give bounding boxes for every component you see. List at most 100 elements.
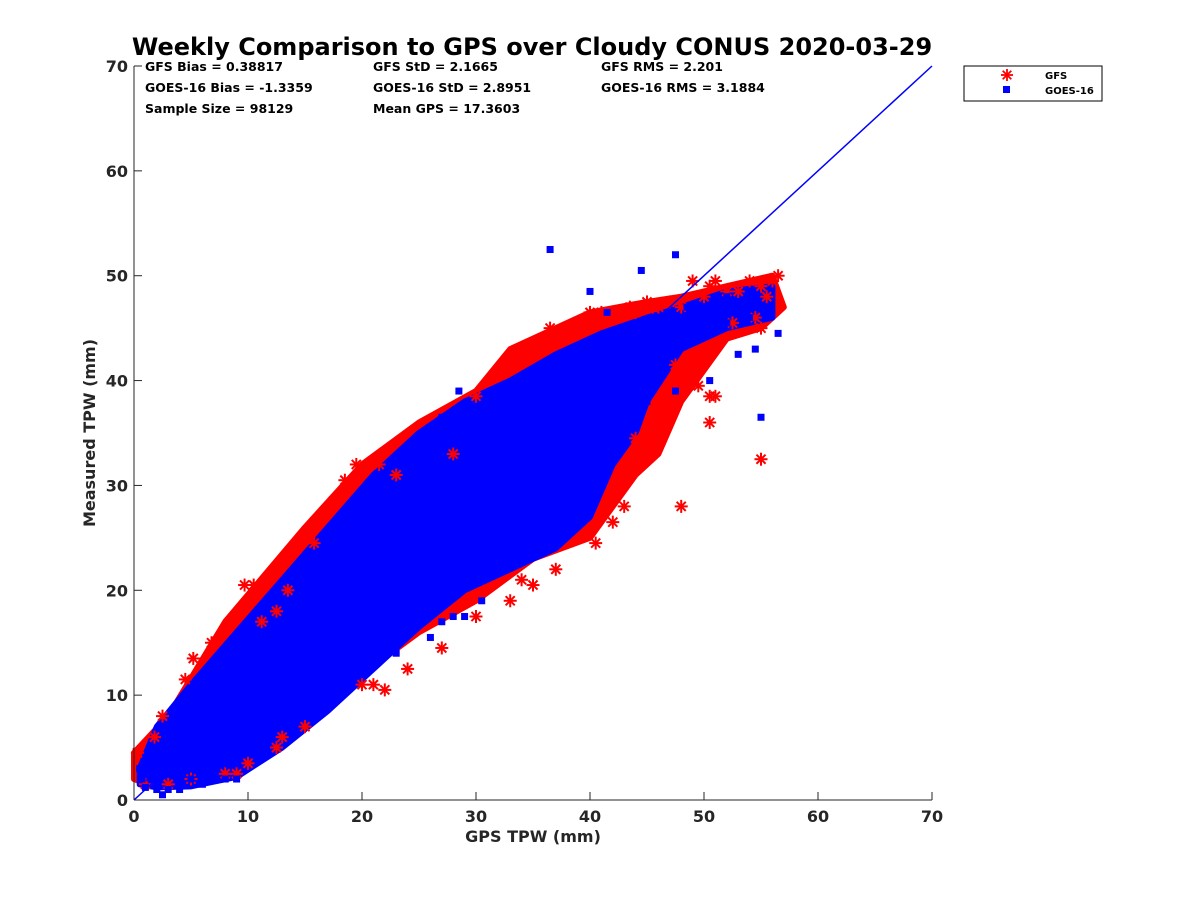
- stat-gfs-std: GFS StD = 2.1665: [373, 59, 498, 74]
- gfs-point: [731, 284, 745, 298]
- goes-16-point: [449, 613, 457, 620]
- goes-16-point: [176, 786, 184, 794]
- gfs-point: [526, 578, 540, 592]
- goes-16-point: [609, 439, 617, 447]
- gfs-point: [401, 662, 415, 676]
- gfs-point: [349, 457, 363, 471]
- gfs-point: [743, 274, 757, 288]
- goes-16-point: [147, 775, 155, 783]
- gfs-point: [606, 515, 620, 529]
- goes-16-point: [700, 314, 708, 322]
- gfs-point: [275, 730, 289, 744]
- goes-16-point: [267, 733, 275, 741]
- goes-16-point: [654, 329, 662, 337]
- x-tick-label: 0: [128, 807, 139, 826]
- goes-16-point: [312, 702, 320, 710]
- goes-16-point: [563, 492, 571, 500]
- goes-16-point: [255, 754, 263, 762]
- gfs-point: [338, 473, 352, 487]
- gfs-point: [754, 321, 768, 335]
- goes-16-point: [643, 398, 651, 406]
- goes-16-point: [153, 786, 161, 794]
- goes-16-point: [221, 775, 229, 783]
- stat-goes-std: GOES-16 StD = 2.8951: [373, 80, 531, 95]
- gfs-point: [583, 305, 597, 319]
- goes-16-point: [632, 408, 640, 416]
- gfs-point: [674, 499, 688, 513]
- goes-16-point: [506, 534, 514, 542]
- goes-16-point: [301, 649, 309, 657]
- goes-16-point: [404, 602, 412, 610]
- goes-16-point: [483, 429, 491, 437]
- x-tick-label: 70: [921, 807, 943, 826]
- y-tick-label: 40: [106, 372, 128, 391]
- data-cloud-layer: [131, 272, 787, 791]
- axes: 0 10 20 30 40 50 60 70 0 10 20 30 40 50 60 70: [106, 57, 943, 826]
- gfs-point: [697, 290, 711, 304]
- goes-16-point: [278, 670, 286, 678]
- x-tick-label: 50: [693, 807, 715, 826]
- gfs-point: [771, 269, 785, 283]
- goes-16-point: [415, 586, 423, 594]
- gfs-point: [366, 678, 380, 692]
- goes-16-point: [347, 660, 355, 668]
- gfs-point: [241, 756, 255, 770]
- y-tick-label: 60: [106, 162, 128, 181]
- gfs-point: [515, 573, 529, 587]
- gfs-point: [708, 274, 722, 288]
- gfs-point: [669, 358, 682, 372]
- x-tick-label: 40: [579, 807, 601, 826]
- gfs-point: [560, 321, 574, 335]
- gfs-point: [703, 416, 717, 430]
- y-ticks: 0 10 20 30 40 50 60 70: [106, 57, 142, 810]
- goes-16-point: [438, 413, 446, 421]
- gfs-point: [708, 389, 722, 403]
- goes-16-point: [141, 783, 149, 791]
- gfs-point: [691, 379, 705, 393]
- goes-16-point: [751, 345, 759, 353]
- goes-16-point: [546, 246, 554, 253]
- goes-16-point: [683, 303, 691, 311]
- gfs-point: [255, 615, 269, 629]
- y-tick-label: 20: [106, 581, 128, 600]
- goes-16-point: [307, 712, 315, 720]
- legend-gfs-label: GFS: [1045, 71, 1067, 82]
- legend-box: [963, 65, 1103, 102]
- goes-16-point: [324, 691, 332, 699]
- x-axis-label: GPS TPW (mm): [465, 827, 601, 846]
- gfs-point: [629, 431, 643, 445]
- gfs-point: [503, 594, 517, 608]
- goes-16-point: [381, 618, 389, 626]
- gfs-point: [178, 672, 192, 686]
- gfs-point: [549, 562, 563, 576]
- gfs-point: [298, 720, 312, 734]
- goes-16-point: [535, 481, 543, 489]
- x-tick-label: 30: [465, 807, 487, 826]
- y-axis-label: Measured TPW (mm): [80, 339, 99, 527]
- gfs-point: [148, 730, 162, 744]
- goes-16-point: [295, 702, 303, 710]
- gfs-point: [435, 641, 449, 655]
- chart-title: Weekly Comparison to GPS over Cloudy CON…: [132, 33, 932, 61]
- plot-area: [130, 65, 933, 801]
- goes-16-point: [187, 775, 195, 783]
- stat-goes-bias: GOES-16 Bias = -1.3359: [145, 80, 313, 95]
- stat-gfs-rms: GFS RMS = 2.201: [601, 59, 723, 74]
- gfs-point: [629, 305, 643, 319]
- gfs-point: [446, 447, 460, 461]
- y-tick-label: 0: [117, 791, 128, 810]
- x-tick-label: 20: [351, 807, 373, 826]
- legend-goes-marker: [1003, 86, 1010, 93]
- gfs-point: [378, 683, 392, 697]
- goes-16-point: [210, 765, 218, 773]
- goes-16-point: [586, 287, 594, 295]
- x-tick-label: 60: [807, 807, 829, 826]
- gfs-point: [589, 536, 603, 550]
- goes-16-point: [603, 308, 611, 316]
- gfs-point: [469, 610, 483, 623]
- goes-16-point: [723, 319, 731, 327]
- gfs-point: [186, 651, 200, 665]
- goes-16-point: [164, 786, 172, 794]
- y-tick-label: 50: [106, 267, 128, 286]
